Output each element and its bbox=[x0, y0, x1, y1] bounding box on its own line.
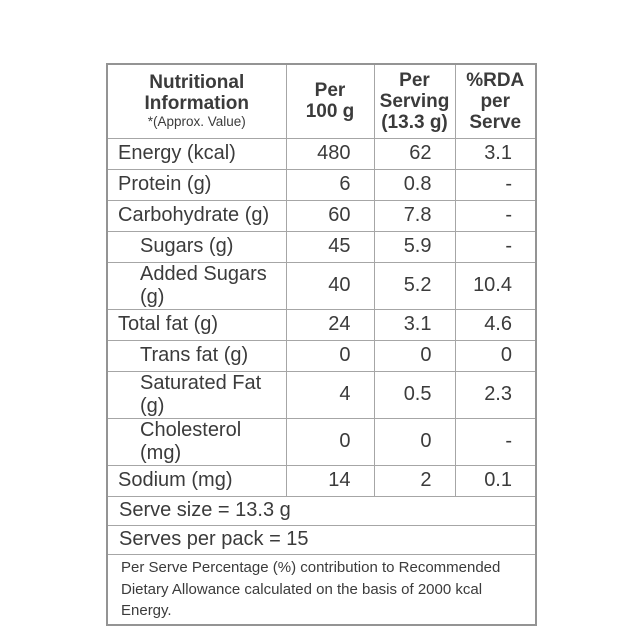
nutrition-table: Nutritional Information *(Approx. Value)… bbox=[106, 63, 537, 626]
row-label: Saturated Fat (g) bbox=[106, 370, 287, 419]
serves-per-pack-text: Serves per pack = 15 bbox=[106, 524, 537, 555]
footnote-line: Per Serve Percentage (%) contribution to… bbox=[121, 559, 501, 576]
value-per-100g: 40 bbox=[285, 261, 375, 310]
row-label: Energy (kcal) bbox=[106, 137, 287, 170]
value-rda-per-serve: 3.1 bbox=[454, 137, 537, 170]
value-per-100g: 480 bbox=[285, 137, 375, 170]
header-line: 100 g bbox=[305, 101, 355, 123]
row-label: Sugars (g) bbox=[106, 230, 287, 263]
value-per-serving: 0.8 bbox=[373, 168, 456, 201]
value-rda-per-serve: - bbox=[454, 199, 537, 232]
header-line: (13.3 g) bbox=[381, 111, 448, 133]
value-per-100g: 24 bbox=[285, 308, 375, 341]
value-per-serving: 62 bbox=[373, 137, 456, 170]
value-rda-per-serve: 0 bbox=[454, 339, 537, 372]
header-line: Serving bbox=[379, 90, 450, 112]
value-per-100g: 4 bbox=[285, 370, 375, 419]
row-label: Total fat (g) bbox=[106, 308, 287, 341]
footnote-text: Per Serve Percentage (%) contribution to… bbox=[106, 553, 537, 626]
table-row: Energy (kcal) 480 62 3.1 bbox=[106, 137, 537, 170]
table-row: Cholesterol (mg) 0 0- bbox=[106, 417, 537, 466]
header-per-serving: Per Serving (13.3 g) bbox=[373, 63, 456, 139]
value-per-serving: 3.1 bbox=[373, 308, 456, 341]
table-row: Trans fat (g) 0 0 0 bbox=[106, 339, 537, 372]
header-per-100g: Per 100 g bbox=[285, 63, 375, 139]
value-per-100g: 45 bbox=[285, 230, 375, 263]
value-rda-per-serve: 4.6 bbox=[454, 308, 537, 341]
table-row: Sodium (mg) 14 2 0.1 bbox=[106, 464, 537, 497]
value-per-100g: 0 bbox=[285, 417, 375, 466]
value-per-serving: 0 bbox=[373, 339, 456, 372]
row-label: Added Sugars (g) bbox=[106, 261, 287, 310]
serves-per-pack-row: Serves per pack = 15 bbox=[106, 524, 537, 555]
header-nutritional-information: Nutritional Information *(Approx. Value) bbox=[106, 63, 287, 139]
header-rda-per-serve: %RDA per Serve bbox=[454, 63, 537, 139]
header-title-line: Nutritional bbox=[149, 72, 245, 94]
table-body: Energy (kcal) 480 62 3.1 Protein (g) 6 0.8- Car… bbox=[106, 137, 537, 497]
value-per-100g: 6 bbox=[285, 168, 375, 201]
value-per-serving: 0.5 bbox=[373, 370, 456, 419]
header-line: Per bbox=[399, 69, 430, 91]
table-row: Carbohydrate (g) 60 7.8- bbox=[106, 199, 537, 232]
value-rda-per-serve: 10.4 bbox=[454, 261, 537, 310]
value-per-serving: 5.2 bbox=[373, 261, 456, 310]
value-per-serving: 0 bbox=[373, 417, 456, 466]
footnote-row: Per Serve Percentage (%) contribution to… bbox=[106, 553, 537, 626]
row-label: Sodium (mg) bbox=[106, 464, 287, 497]
value-per-100g: 60 bbox=[285, 199, 375, 232]
table-footer: Serve size = 13.3 g Serves per pack = 15… bbox=[106, 495, 537, 626]
serve-size-row: Serve size = 13.3 g bbox=[106, 495, 537, 526]
table-row: Protein (g) 6 0.8- bbox=[106, 168, 537, 201]
value-rda-per-serve: - bbox=[454, 168, 537, 201]
header-line: Serve bbox=[469, 111, 522, 133]
value-rda-per-serve: - bbox=[454, 230, 537, 263]
footnote-line: Dietary Allowance calculated on the basi… bbox=[121, 580, 483, 620]
value-per-100g: 14 bbox=[285, 464, 375, 497]
value-per-100g: 0 bbox=[285, 339, 375, 372]
table-row: Total fat (g) 24 3.1 4.6 bbox=[106, 308, 537, 341]
table-row: Added Sugars (g) 40 5.2 10.4 bbox=[106, 261, 537, 310]
header-subtitle: *(Approx. Value) bbox=[147, 114, 246, 130]
value-per-serving: 2 bbox=[373, 464, 456, 497]
row-label: Trans fat (g) bbox=[106, 339, 287, 372]
header-line: %RDA bbox=[466, 69, 525, 91]
header-row: Nutritional Information *(Approx. Value)… bbox=[106, 63, 537, 139]
header-title-line: Information bbox=[144, 93, 250, 115]
row-label: Carbohydrate (g) bbox=[106, 199, 287, 232]
serve-size-text: Serve size = 13.3 g bbox=[106, 495, 537, 526]
table-row: Saturated Fat (g) 4 0.5 2.3 bbox=[106, 370, 537, 419]
header-line: Per bbox=[314, 80, 346, 102]
table-row: Sugars (g) 45 5.9- bbox=[106, 230, 537, 263]
value-rda-per-serve: 0.1 bbox=[454, 464, 537, 497]
row-label: Cholesterol (mg) bbox=[106, 417, 287, 466]
value-per-serving: 7.8 bbox=[373, 199, 456, 232]
row-label: Protein (g) bbox=[106, 168, 287, 201]
header-line: per bbox=[480, 90, 511, 112]
table-header: Nutritional Information *(Approx. Value)… bbox=[106, 63, 537, 139]
value-rda-per-serve: - bbox=[454, 417, 537, 466]
value-per-serving: 5.9 bbox=[373, 230, 456, 263]
value-rda-per-serve: 2.3 bbox=[454, 370, 537, 419]
nutrition-label: Nutritional Information *(Approx. Value)… bbox=[106, 63, 537, 626]
